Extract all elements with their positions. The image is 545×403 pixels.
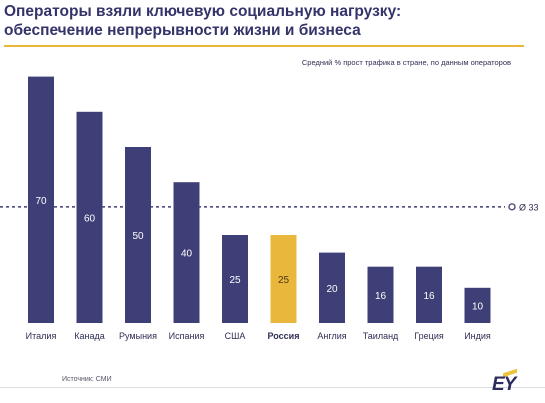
- bar-3: [173, 182, 200, 323]
- title-line-2: обеспечение непрерывности жизни и бизнес…: [4, 22, 361, 39]
- bar-value-label: 20: [326, 284, 338, 295]
- average-marker-icon: [508, 203, 516, 211]
- bar-9: [464, 287, 491, 323]
- category-label: Россия: [268, 331, 300, 341]
- category-label: Англия: [317, 331, 346, 341]
- category-label: США: [225, 331, 246, 341]
- bar-2: [125, 147, 151, 323]
- category-label: Италия: [26, 331, 57, 341]
- bar-value-label: 25: [278, 275, 290, 286]
- source-note: Источник: СМИ: [62, 376, 112, 383]
- bar-value-label: 60: [84, 213, 96, 224]
- chart-subtitle: Средний % прост трафика в стране, по дан…: [301, 58, 511, 67]
- bar-value-label: 25: [229, 275, 241, 286]
- bar-value-label: 16: [375, 291, 387, 302]
- category-label: Индия: [464, 331, 491, 341]
- bar-1: [76, 111, 103, 323]
- bar-6: [319, 252, 345, 323]
- bar-5: [270, 235, 297, 323]
- bar-0: [28, 76, 54, 323]
- bar-value-label: 40: [181, 249, 193, 260]
- footer-divider: [0, 387, 545, 388]
- category-label: Канада: [74, 331, 104, 341]
- bar-value-label: 16: [423, 291, 435, 302]
- bar-value-label: 70: [35, 196, 47, 207]
- title-line-1: Операторы взяли ключевую социальную нагр…: [4, 3, 402, 20]
- title-divider: [4, 45, 524, 47]
- bar-value-label: 10: [472, 301, 484, 312]
- category-label: Греция: [414, 331, 444, 341]
- chart-title: Операторы взяли ключевую социальную нагр…: [4, 2, 524, 40]
- average-label: Ø 33: [519, 202, 539, 212]
- ey-logo: EY: [492, 374, 516, 395]
- category-label: Испания: [169, 331, 205, 341]
- bar-8: [416, 266, 442, 323]
- bar-4: [222, 235, 248, 323]
- bar-value-label: 50: [132, 231, 144, 242]
- category-label: Румыния: [119, 331, 157, 341]
- bar-7: [367, 266, 394, 323]
- category-label: Таиланд: [363, 331, 399, 341]
